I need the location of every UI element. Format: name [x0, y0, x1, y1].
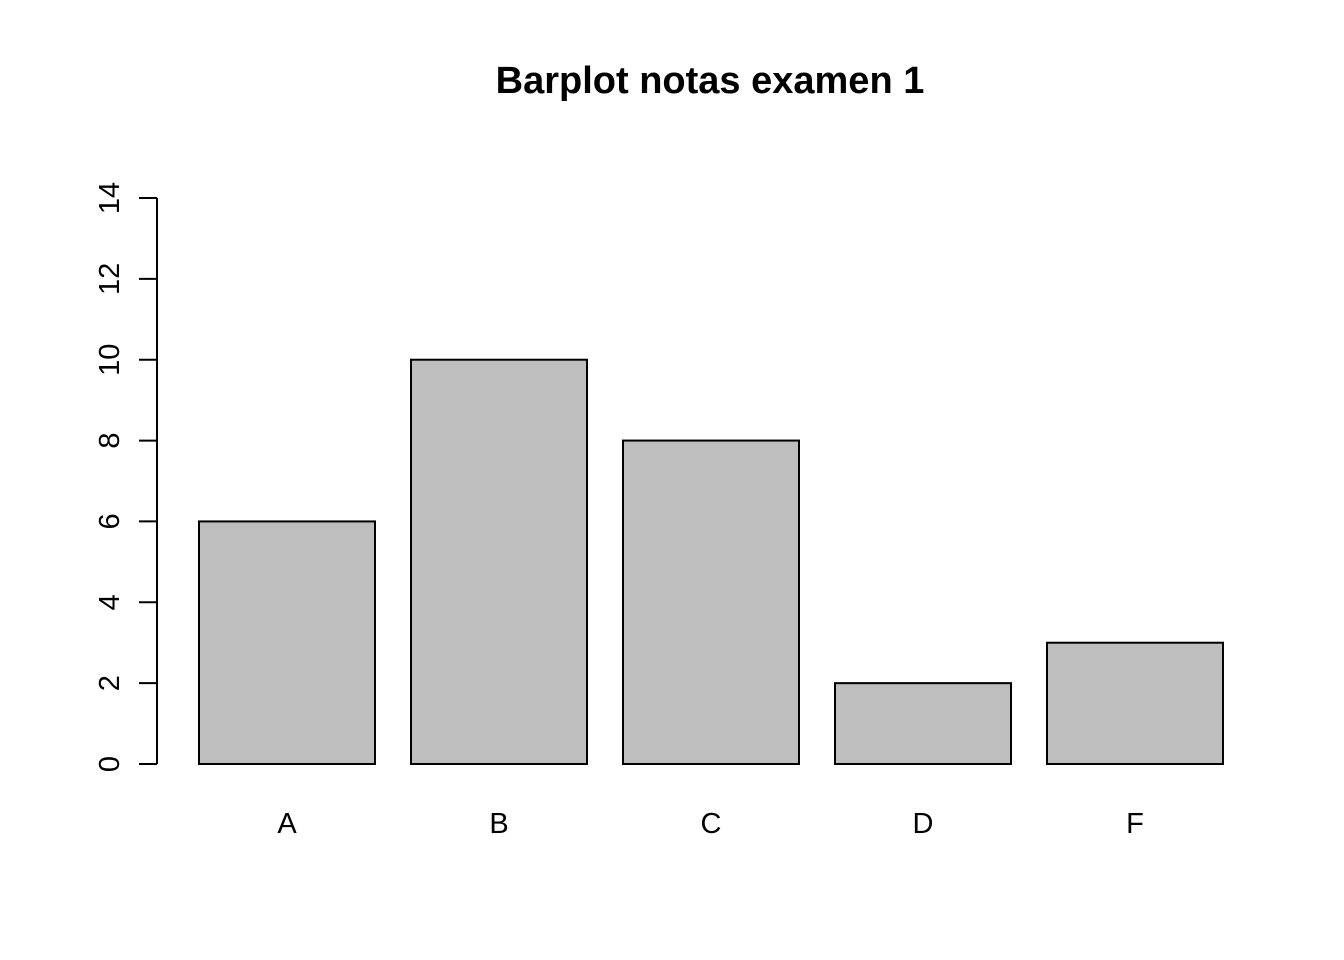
x-tick-label: C: [701, 808, 722, 840]
x-tick-label: D: [913, 808, 934, 840]
bar-a: [198, 520, 376, 766]
y-tick-label: 2: [94, 675, 126, 691]
bar-f: [1046, 641, 1224, 766]
x-tick-label: F: [1126, 808, 1144, 840]
y-tick-label: 4: [94, 594, 126, 610]
x-tick-label: A: [277, 808, 297, 840]
bar-c: [622, 439, 800, 765]
bar-b: [410, 358, 588, 765]
y-tick-label: 12: [94, 263, 126, 295]
y-tick-label: 10: [94, 344, 126, 376]
bar-d: [834, 682, 1012, 766]
y-tick-label: 0: [94, 756, 126, 772]
chart-title: Barplot notas examen 1: [496, 60, 925, 102]
y-axis: 0 2 4 6 8 10 12 14: [94, 182, 158, 772]
x-tick-label: B: [489, 808, 508, 840]
y-tick-label: 8: [94, 433, 126, 449]
bars-group: [198, 358, 1224, 766]
y-tick-label: 6: [94, 513, 126, 529]
y-tick-label: 14: [94, 182, 126, 214]
